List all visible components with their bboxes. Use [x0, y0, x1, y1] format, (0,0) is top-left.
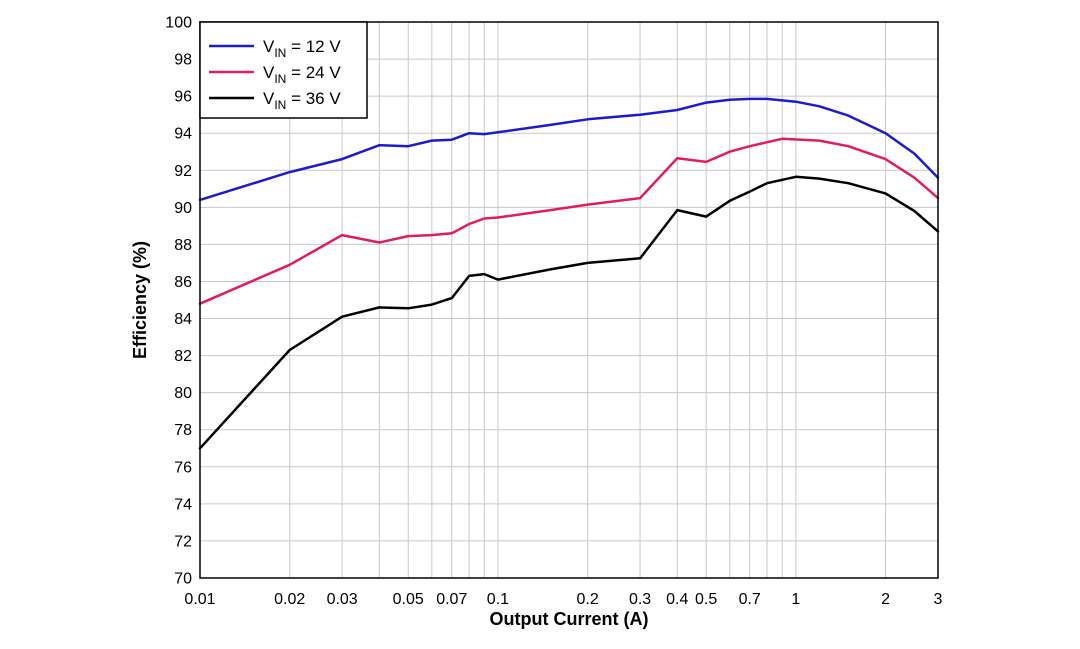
- x-axis-title: Output Current (A): [490, 609, 649, 629]
- x-tick-label: 0.1: [487, 591, 509, 608]
- y-tick-label: 92: [174, 163, 192, 180]
- legend: VIN = 12 V VIN = 24 V VIN = 36 V: [199, 21, 368, 119]
- x-tick-label: 0.07: [436, 591, 467, 608]
- plot-frame: [199, 21, 939, 579]
- x-tick-label: 0.3: [629, 591, 651, 608]
- y-tick-labels: 70 72 74 76 78 80 82 84 86 88 90 92 94 96 98 100: [165, 15, 192, 588]
- y-tick-label: 82: [174, 348, 192, 365]
- x-tick-label: 0.05: [393, 591, 424, 608]
- x-tick-labels: 0.01 0.02 0.03 0.05 0.07 0.1 0.2 0.3 0.4 0.5 0.7 1 2…: [184, 591, 942, 608]
- y-tick-label: 80: [174, 385, 192, 402]
- y-tick-label: 78: [174, 422, 192, 439]
- x-tick-label: 0.5: [695, 591, 717, 608]
- x-tick-label: 2: [881, 591, 890, 608]
- y-tick-label: 86: [174, 274, 192, 291]
- legend-label-1: VIN = 12 V: [263, 37, 341, 60]
- x-tick-label: 0.4: [666, 591, 688, 608]
- x-tick-label: 0.02: [274, 591, 305, 608]
- x-tick-label: 0.03: [327, 591, 358, 608]
- y-tick-label: 72: [174, 533, 192, 550]
- y-tick-label: 98: [174, 52, 192, 69]
- y-tick-label: 84: [174, 311, 192, 328]
- y-axis-title: Efficiency (%): [130, 241, 150, 359]
- series-layer: [198, 97, 940, 450]
- x-tick-label: 3: [934, 591, 943, 608]
- x-tick-label: 0.7: [739, 591, 761, 608]
- y-tick-label: 70: [174, 571, 192, 588]
- series-line-3: [198, 175, 940, 450]
- y-tick-label: 74: [174, 496, 192, 513]
- y-tick-label: 100: [165, 15, 192, 32]
- legend-box: [199, 21, 368, 119]
- y-tick-label: 76: [174, 459, 192, 476]
- y-tick-label: 96: [174, 89, 192, 106]
- series-line-1: [198, 97, 940, 202]
- legend-label-3: VIN = 36 V: [263, 89, 341, 112]
- x-tick-label: 0.2: [576, 591, 598, 608]
- legend-label-2: VIN = 24 V: [263, 63, 341, 86]
- x-tick-label: 1: [791, 591, 800, 608]
- x-tick-label: 0.01: [184, 591, 215, 608]
- y-tick-label: 90: [174, 200, 192, 217]
- y-tick-label: 94: [174, 126, 192, 143]
- series-line-2: [198, 137, 940, 305]
- y-tick-label: 88: [174, 237, 192, 254]
